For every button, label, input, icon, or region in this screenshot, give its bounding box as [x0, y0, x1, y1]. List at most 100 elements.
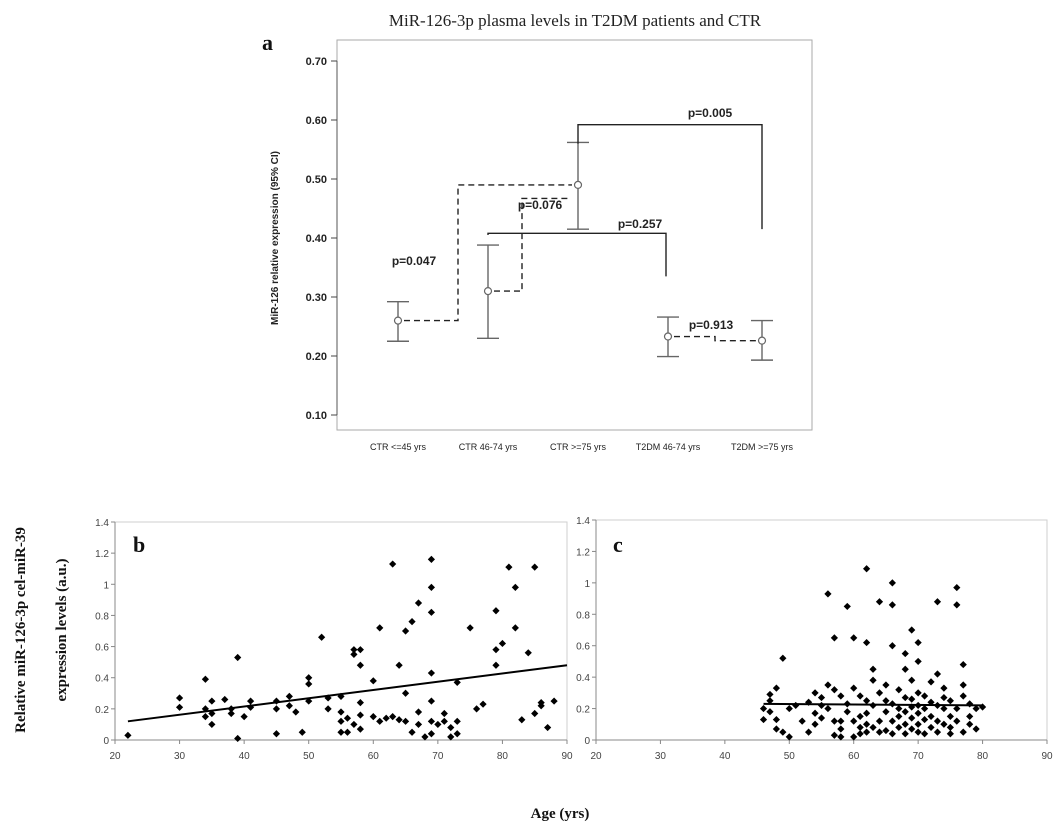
scatter-point [824, 704, 832, 713]
scatter-point [175, 703, 184, 711]
scatter-point [337, 728, 345, 736]
scatter-point [895, 686, 903, 694]
xtick-label: 50 [784, 751, 796, 762]
scatter-point [959, 660, 967, 669]
scatter-point [895, 712, 903, 721]
scatter-point [875, 689, 884, 697]
scatter-point [863, 697, 871, 705]
ytick-label: 1.2 [576, 547, 590, 558]
ytick-label: 0.6 [576, 642, 590, 653]
xtick-label: 30 [174, 751, 186, 762]
a-bracket-p076 [494, 197, 570, 292]
xtick-label: 40 [239, 751, 251, 762]
scatter-point [882, 726, 890, 735]
scatter-point [927, 712, 935, 721]
xtick-label: 60 [848, 751, 860, 762]
scatter-point [356, 661, 364, 669]
scatter-point [511, 583, 519, 591]
ytick-label: 1.2 [95, 549, 109, 560]
scatter-point [447, 723, 455, 732]
scatter-point [811, 689, 819, 697]
scatter-point [272, 730, 281, 738]
scatter-point [779, 654, 787, 662]
scatter-point [427, 608, 435, 616]
xtick-label: 80 [497, 751, 509, 762]
scatter-point [901, 730, 909, 738]
scatter-point [940, 720, 948, 728]
scatter-point [875, 717, 884, 725]
scatter-point [759, 715, 768, 724]
xtick-label: 70 [432, 751, 444, 762]
scatter-point [324, 694, 332, 702]
scatter-point [395, 716, 403, 724]
scatter-point [376, 624, 384, 632]
scatter-point [537, 699, 545, 707]
scatter-point [453, 730, 461, 738]
scatter-point [920, 730, 929, 738]
xtick-label: 40 [719, 751, 731, 762]
scatter-point [863, 638, 871, 647]
scatter-point [914, 657, 922, 666]
a-bracket-p005 [577, 124, 763, 230]
panel-a-letter: a [262, 30, 273, 55]
scatter-point [856, 730, 864, 738]
scatter-point [511, 624, 519, 632]
scatter-point [479, 700, 487, 708]
scatter-point [401, 689, 410, 697]
scatter-point [389, 560, 397, 568]
scatter-point [966, 700, 974, 708]
scatter-point [914, 709, 922, 717]
xtick-label: 20 [109, 751, 121, 762]
scatter-point [427, 717, 435, 725]
scatter-point [895, 723, 903, 732]
a-pvalue-label: p=0.005 [688, 106, 733, 120]
scatter-point [453, 678, 461, 686]
scatter-point [830, 634, 838, 642]
scatter-point [427, 669, 435, 677]
scatter-point [953, 601, 961, 609]
scatter-point [817, 701, 826, 710]
scatter-point [350, 720, 358, 729]
scatter-point [492, 661, 500, 669]
panel-a-title: MiR-126-3p plasma levels in T2DM patient… [389, 11, 762, 30]
scatter-point [927, 698, 935, 706]
scatter-point [901, 708, 909, 716]
scatter-point [875, 598, 884, 606]
scatter-point [805, 728, 813, 736]
ytick-label: 1 [584, 579, 590, 590]
scatter-point [414, 720, 423, 729]
scatter-point [389, 713, 397, 721]
scatter-point [946, 697, 954, 705]
scatter-point [247, 697, 255, 705]
xtick-label: 90 [1041, 751, 1053, 762]
scatter-point [908, 695, 916, 703]
a-xtick-label: CTR 46-74 yrs [459, 442, 518, 452]
scatter-point [959, 692, 967, 700]
scatter-point [882, 681, 890, 689]
a-pvalue-label: p=0.076 [518, 198, 563, 212]
scatter-point [901, 720, 909, 728]
scatter-point [201, 705, 209, 713]
scatter-point [318, 633, 326, 641]
ytick-label: 0.4 [576, 673, 590, 684]
scatter-point [785, 733, 793, 741]
scatter-point [305, 674, 313, 682]
scatter-point [440, 709, 448, 718]
scatter-point [817, 714, 826, 722]
scatter-point [888, 717, 896, 725]
xtick-label: 50 [303, 751, 315, 762]
shared-ylabel-line2: expression levels (a.u.) [54, 558, 70, 701]
ytick-label: 1.4 [576, 516, 590, 527]
scatter-point [343, 714, 352, 722]
scatter-point [766, 708, 774, 716]
scatter-point [850, 733, 858, 741]
ytick-label: 0.2 [576, 705, 590, 716]
xtick-label: 70 [913, 751, 925, 762]
scatter-point [811, 720, 819, 728]
a-mean-marker [573, 180, 583, 189]
scatter-point [933, 598, 942, 606]
scatter-point [863, 728, 871, 736]
scatter-point [875, 728, 884, 736]
scatter-point [376, 717, 384, 725]
